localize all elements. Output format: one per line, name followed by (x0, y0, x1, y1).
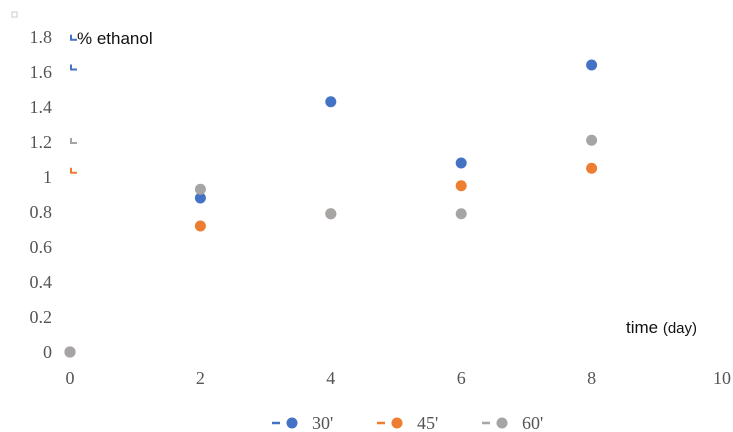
y-tick-label: 0.4 (30, 272, 53, 292)
x-tick-label: 4 (326, 368, 335, 388)
x-axis-ticks: 0 2 4 6 8 10 (66, 368, 732, 388)
data-point (456, 180, 467, 191)
legend-marker (287, 418, 298, 429)
data-point (65, 347, 76, 358)
y-axis-series-marker (71, 168, 77, 173)
data-point (586, 135, 597, 146)
y-tick-label: 0 (43, 342, 52, 362)
x-axis-label: time (day) (626, 318, 697, 337)
data-point (456, 158, 467, 169)
y-axis-series-marker (71, 65, 77, 70)
legend-item: 60' (482, 413, 543, 432)
y-tick-label: 1.8 (30, 27, 53, 47)
data-point (195, 184, 206, 195)
data-point (586, 163, 597, 174)
x-axis-label-main: time (626, 318, 663, 337)
data-point (325, 96, 336, 107)
x-tick-label: 6 (457, 368, 466, 388)
y-axis-series-markers (71, 35, 77, 173)
data-point (325, 208, 336, 219)
y-axis-label: % ethanol (77, 29, 153, 48)
y-tick-label: 0.8 (30, 202, 53, 222)
legend-marker (392, 418, 403, 429)
legend-label: 30' (312, 413, 333, 432)
x-tick-label: 8 (587, 368, 596, 388)
y-tick-label: 1.6 (30, 62, 53, 82)
data-points (65, 60, 598, 358)
data-point (586, 60, 597, 71)
legend-label: 60' (522, 413, 543, 432)
data-point (195, 221, 206, 232)
y-tick-label: 1.2 (30, 132, 53, 152)
y-tick-label: 1.4 (30, 97, 53, 117)
legend-marker (497, 418, 508, 429)
legend-item: 30' (272, 413, 333, 432)
x-axis-label-unit: (day) (663, 320, 697, 337)
x-tick-label: 2 (196, 368, 205, 388)
legend-item: 45' (377, 413, 438, 432)
y-axis-ticks: 0 0.2 0.4 0.6 0.8 1 1.2 1.4 1.6 1.8 (30, 27, 53, 362)
legend-label: 45' (417, 413, 438, 432)
y-tick-label: 0.6 (30, 237, 53, 257)
y-tick-label: 0.2 (30, 307, 53, 327)
chart-area-marker (12, 12, 17, 17)
y-tick-label: 1 (43, 167, 52, 187)
data-point (456, 208, 467, 219)
y-axis-series-marker (71, 138, 77, 143)
legend: 30' 45' 60' (272, 413, 543, 432)
x-tick-label: 0 (66, 368, 75, 388)
x-tick-label: 10 (713, 368, 731, 388)
